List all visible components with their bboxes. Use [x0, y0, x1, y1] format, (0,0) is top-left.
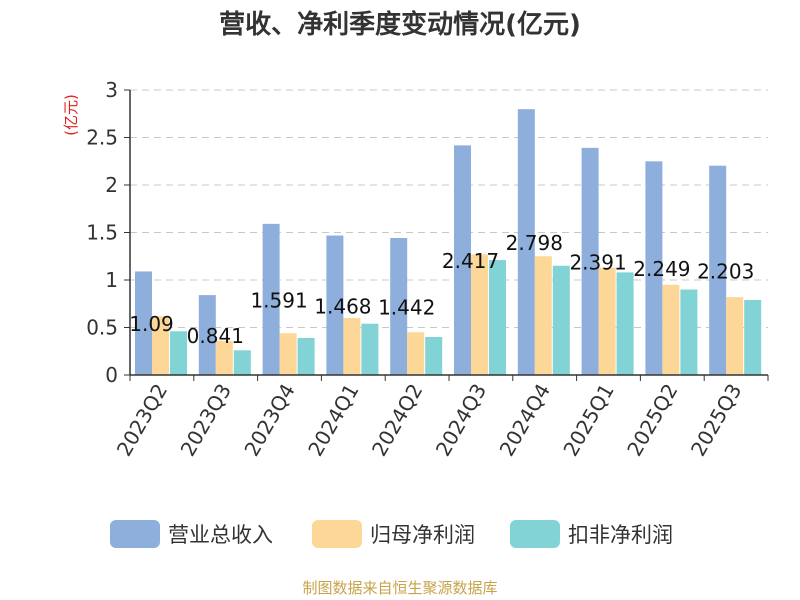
x-tick-label: 2025Q1: [558, 380, 618, 461]
bar-2-2023Q2: [152, 316, 169, 375]
x-tick-label: 2024Q1: [303, 380, 363, 461]
bar-2-2023Q3: [215, 340, 233, 375]
bar-3-2025Q3: [744, 299, 762, 375]
data-label: 2.798: [506, 231, 563, 255]
bar-3-2025Q2: [680, 289, 698, 375]
bar-3-2023Q3: [233, 350, 251, 375]
bar-2-2024Q1: [343, 318, 361, 375]
data-label: 2.391: [569, 250, 626, 274]
data-label: 0.841: [187, 324, 244, 348]
x-tick-label: 2025Q2: [622, 380, 682, 461]
bar-3-2024Q4: [552, 265, 570, 375]
bar-3-2024Q2: [425, 337, 443, 375]
x-tick-label: 2023Q2: [112, 380, 172, 461]
x-tick-label: 2023Q4: [239, 380, 299, 461]
x-tick-label: 2024Q3: [431, 380, 491, 461]
y-tick-label: 3: [105, 78, 118, 102]
data-label: 1.442: [378, 296, 435, 320]
bars: [135, 109, 762, 375]
bar-2-2024Q4: [534, 256, 552, 375]
x-tick-label: 2024Q2: [367, 380, 427, 461]
legend-label-2: 归母净利润: [370, 523, 475, 547]
bar-3-2023Q4: [297, 337, 315, 375]
data-label: 2.249: [633, 257, 690, 281]
bar-1-2025Q3: [709, 165, 727, 375]
y-tick-label: 2: [105, 173, 118, 197]
x-tick-label: 2025Q3: [686, 380, 746, 461]
bar-1-2025Q1: [581, 147, 599, 375]
bar-2-2025Q1: [598, 267, 616, 375]
data-label: 1.09: [129, 312, 174, 336]
bar-3-2024Q3: [489, 260, 506, 375]
bar-1-2024Q3: [454, 145, 471, 375]
bar-2-2023Q4: [279, 333, 297, 375]
y-tick-label: 1.5: [86, 221, 118, 245]
data-label: 2.203: [697, 259, 754, 283]
bar-3-2024Q1: [361, 323, 379, 375]
bar-3-2025Q1: [616, 272, 634, 375]
y-tick-label: 2.5: [86, 126, 118, 150]
legend: 营业总收入 归母净利润 扣非净利润: [110, 520, 673, 548]
bar-2-2024Q3: [471, 254, 488, 375]
data-label: 2.417: [442, 249, 499, 273]
y-tick-label: 1: [105, 268, 118, 292]
bar-1-2023Q4: [262, 223, 280, 375]
legend-swatch-2: [312, 520, 362, 548]
bar-2-2025Q3: [726, 297, 744, 375]
legend-label-1: 营业总收入: [168, 523, 273, 547]
axes: [124, 89, 769, 381]
bar-1-2024Q4: [517, 109, 535, 375]
data-label: 1.468: [314, 294, 371, 318]
bar-1-2024Q2: [390, 238, 408, 375]
legend-swatch-3: [510, 520, 560, 548]
bar-1-2023Q2: [135, 271, 152, 375]
bar-2-2025Q2: [662, 284, 680, 375]
legend-swatch-1: [110, 520, 160, 548]
x-tick-label: 2023Q3: [176, 380, 236, 461]
bar-2-2024Q2: [407, 332, 425, 375]
y-tick-label: 0: [105, 363, 118, 387]
bar-1-2024Q1: [326, 235, 344, 375]
chart-title: 营收、净利季度变动情况(亿元): [219, 9, 581, 40]
x-tick-labels: 2023Q2 2023Q3 2023Q4 2024Q1 2024Q2 2024Q3 2024…: [112, 380, 747, 461]
legend-label-3: 扣非净利润: [568, 523, 673, 547]
x-tick-label: 2024Q4: [495, 380, 555, 461]
bar-3-2023Q2: [170, 331, 187, 375]
data-label: 1.591: [250, 288, 307, 312]
bar-1-2023Q3: [198, 295, 216, 375]
source-note: 制图数据来自恒生聚源数据库: [302, 579, 497, 597]
bar-1-2025Q2: [645, 161, 663, 375]
y-axis-unit-label: (亿元): [62, 94, 80, 136]
y-tick-labels: 0 0.5 1 1.5 2 2.5 3: [86, 78, 118, 387]
y-tick-label: 0.5: [86, 316, 118, 340]
